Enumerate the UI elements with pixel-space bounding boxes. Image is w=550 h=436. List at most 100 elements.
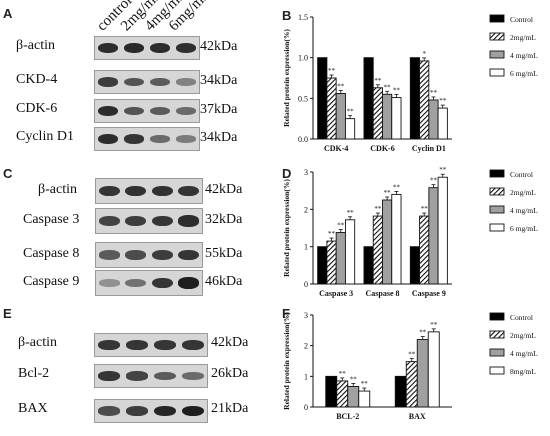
western-blot — [95, 270, 203, 296]
significance-label: ** — [439, 166, 447, 174]
blot-label: Caspase 9 — [23, 274, 80, 289]
blot-label: Caspase 8 — [23, 246, 80, 261]
bar — [347, 386, 360, 408]
protein-band — [151, 249, 173, 261]
protein-band — [97, 406, 121, 416]
legend-label: 6 mg/mL — [510, 69, 538, 78]
significance-label: ** — [328, 230, 336, 238]
protein-band — [97, 340, 121, 350]
bar — [405, 361, 418, 408]
bar — [326, 240, 337, 285]
bar — [409, 57, 421, 140]
protein-band — [125, 371, 149, 381]
y-tick-label: 1 — [304, 372, 308, 381]
legend-swatch — [489, 14, 505, 23]
significance-label: ** — [393, 183, 401, 191]
bar — [416, 339, 429, 408]
bar — [382, 199, 393, 285]
y-tick-label: 3 — [304, 168, 308, 177]
bar-chart-f: 0 1 2 3 Related protein expression(%) ** ** ** B… — [282, 311, 538, 421]
y-tick-label: 0.0 — [298, 135, 308, 144]
significance-label: ** — [419, 329, 427, 337]
western-blot — [94, 333, 208, 357]
panel-letter-e: E — [3, 306, 12, 321]
legend-swatch — [489, 366, 505, 375]
molecular-weight: 21kDa — [211, 401, 249, 416]
significance-label: ** — [374, 77, 382, 85]
blot-label: CKD-4 — [16, 72, 58, 87]
molecular-weight: 42kDa — [205, 182, 243, 197]
significance-label: ** — [361, 380, 369, 388]
significance-label: * — [422, 50, 426, 58]
blot-label: β-actin — [18, 335, 57, 350]
bar-chart-b: 0.0 0.5 1.0 1.5 Related protein expression(%… — [282, 13, 538, 153]
molecular-weight: 37kDa — [200, 102, 238, 117]
protein-band — [125, 406, 149, 416]
significance-label: ** — [439, 97, 447, 105]
y-axis-label: Related protein expression(%) — [282, 29, 291, 127]
y-tick-label: 1.5 — [298, 13, 308, 22]
y-tick-label: 0 — [304, 403, 308, 412]
western-blot — [94, 70, 200, 94]
significance-label: ** — [421, 205, 429, 213]
x-tick-label: Cyclin D1 — [412, 144, 446, 153]
significance-label: ** — [328, 67, 336, 75]
protein-band — [151, 215, 173, 227]
bar — [344, 118, 356, 140]
protein-band — [181, 405, 205, 417]
molecular-weight: 42kDa — [200, 39, 238, 54]
significance-label: ** — [339, 370, 347, 378]
legend-swatch — [489, 330, 505, 339]
legend-label: Control — [510, 313, 533, 322]
bar — [419, 60, 430, 140]
legend-swatch — [489, 169, 505, 178]
protein-band — [125, 185, 147, 197]
significance-label: ** — [337, 221, 345, 229]
bar — [428, 187, 439, 285]
western-blot — [94, 99, 200, 123]
blot-label: β-actin — [16, 38, 55, 53]
bar — [394, 375, 407, 408]
protein-band — [98, 279, 120, 287]
panel-letter-d: D — [282, 166, 292, 181]
molecular-weight: 46kDa — [205, 274, 243, 289]
protein-band — [175, 78, 197, 86]
legend-swatch — [489, 50, 505, 59]
western-blot — [95, 242, 203, 268]
protein-band — [123, 106, 145, 116]
protein-band — [149, 42, 171, 54]
blot-label: β-actin — [38, 182, 77, 197]
protein-band — [97, 77, 119, 87]
protein-band — [151, 185, 173, 197]
y-tick-label: 1 — [304, 243, 308, 252]
significance-label: ** — [374, 205, 382, 213]
x-tick-label: BAX — [409, 412, 426, 421]
significance-label: ** — [393, 87, 401, 95]
bar — [437, 107, 448, 140]
bar — [382, 93, 393, 140]
legend-swatch — [489, 348, 505, 357]
x-tick-label: CDK-4 — [324, 144, 348, 153]
y-axis-label: Related protein expression(%) — [282, 312, 291, 410]
y-tick-label: 3 — [304, 311, 308, 320]
protein-band — [153, 340, 177, 350]
bar — [335, 232, 346, 285]
molecular-weight: 32kDa — [205, 212, 243, 227]
legend-swatch — [489, 187, 505, 196]
protein-band — [151, 277, 173, 289]
bar — [363, 246, 374, 285]
blot-label: Cyclin D1 — [16, 129, 74, 144]
x-tick-label: BCL-2 — [336, 412, 359, 421]
legend-label: 2mg/mL — [510, 331, 536, 340]
y-tick-label: 1.0 — [298, 54, 308, 63]
blot-label: Caspase 3 — [23, 212, 80, 227]
protein-band — [149, 106, 171, 116]
blot-label: CDK-6 — [16, 101, 58, 116]
y-tick-label: 2 — [304, 342, 308, 351]
protein-band — [125, 278, 147, 288]
protein-band — [123, 77, 145, 87]
legend-label: 2mg/mL — [510, 188, 536, 197]
bar — [427, 331, 440, 408]
